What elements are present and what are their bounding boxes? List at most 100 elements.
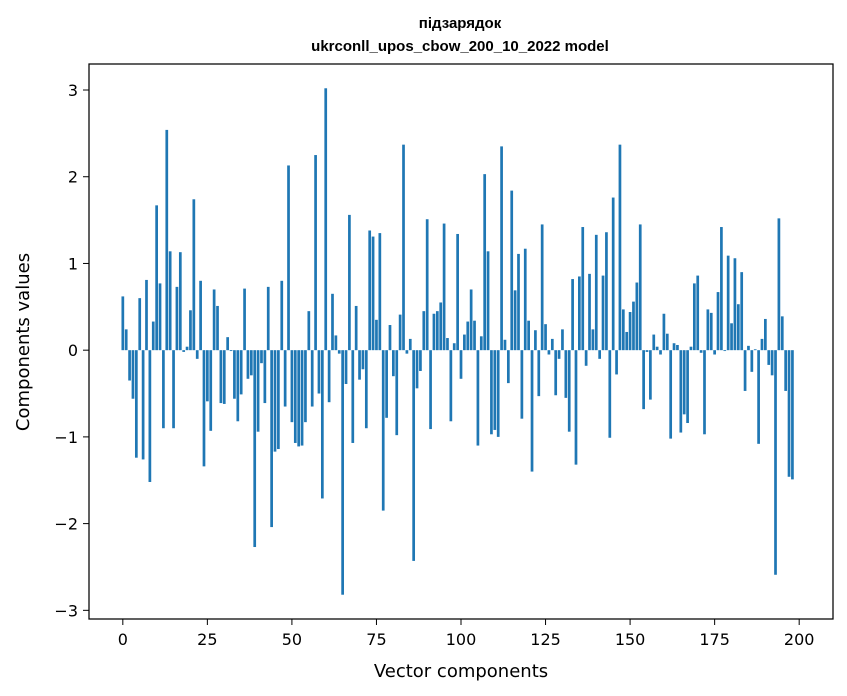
- bar: [655, 346, 659, 351]
- bar: [638, 224, 642, 351]
- bar: [774, 350, 777, 575]
- bar: [280, 280, 284, 351]
- x-tick-label: 200: [784, 630, 815, 649]
- bar: [392, 350, 395, 377]
- bar: [432, 313, 436, 351]
- bar: [273, 350, 277, 452]
- bar: [581, 227, 585, 351]
- bar: [189, 310, 192, 351]
- bar: [547, 350, 551, 355]
- bar: [726, 255, 730, 351]
- bar: [425, 219, 429, 351]
- bar: [578, 276, 581, 351]
- bar: [277, 350, 280, 450]
- bar: [283, 350, 287, 407]
- bar: [300, 350, 304, 446]
- x-tick-label: 50: [282, 630, 302, 649]
- bar: [764, 318, 767, 351]
- bar: [743, 350, 747, 391]
- x-axis-ticks: 0 25 50 75 100 125 150 175 200: [118, 619, 815, 649]
- bar: [297, 350, 301, 447]
- bar: [151, 321, 155, 351]
- bar: [662, 313, 666, 351]
- bar: [385, 350, 388, 418]
- bar: [371, 236, 375, 351]
- bar: [733, 258, 737, 351]
- bar: [449, 350, 453, 422]
- y-tick-label: −3: [54, 601, 78, 620]
- bar: [216, 305, 219, 351]
- bar: [266, 286, 270, 351]
- bar: [121, 296, 125, 351]
- bar: [364, 350, 368, 429]
- bar: [148, 350, 152, 482]
- bar: [571, 279, 574, 351]
- bar: [290, 350, 294, 423]
- bar: [304, 350, 307, 423]
- bar: [287, 165, 290, 351]
- bar: [452, 343, 456, 351]
- bar: [520, 350, 524, 419]
- bar: [523, 248, 527, 351]
- bar: [202, 350, 206, 467]
- bar: [195, 350, 199, 359]
- bar: [709, 312, 713, 351]
- bar: [459, 350, 463, 379]
- bar: [628, 312, 632, 351]
- bar: [131, 350, 135, 399]
- bar: [351, 350, 355, 443]
- bar: [723, 350, 727, 352]
- bar: [314, 155, 317, 351]
- x-tick-label: 25: [197, 630, 217, 649]
- bar: [564, 350, 568, 398]
- bar: [402, 144, 405, 351]
- y-tick-label: −1: [54, 428, 78, 447]
- bar: [320, 350, 324, 499]
- bar: [317, 350, 321, 394]
- bar: [591, 329, 595, 351]
- bar: [138, 298, 142, 351]
- bar: [141, 350, 145, 460]
- bar: [446, 338, 449, 351]
- bar: [635, 282, 639, 351]
- bar: [692, 283, 696, 351]
- bar: [375, 319, 378, 351]
- bar: [253, 350, 257, 548]
- bar: [439, 302, 443, 351]
- bar: [696, 275, 700, 351]
- bar: [686, 350, 689, 424]
- bar: [199, 280, 202, 351]
- bar: [682, 350, 686, 415]
- plot-frame: [88, 63, 834, 620]
- bar: [206, 350, 209, 402]
- bar: [730, 323, 733, 351]
- bar: [348, 214, 351, 351]
- bar: [395, 350, 399, 436]
- bar: [354, 305, 358, 351]
- bar: [500, 146, 503, 351]
- x-axis-label: Vector components: [374, 661, 548, 682]
- bar: [310, 350, 314, 407]
- bar: [368, 230, 372, 351]
- bar: [158, 283, 162, 351]
- bar: [510, 190, 514, 351]
- bar: [584, 350, 588, 366]
- bar: [229, 350, 233, 352]
- bar: [608, 350, 612, 438]
- bar: [770, 350, 774, 376]
- bar: [405, 350, 409, 354]
- bar: [212, 289, 216, 351]
- x-tick-label: 125: [530, 630, 561, 649]
- y-tick-label: 3: [68, 81, 78, 100]
- bar: [574, 350, 578, 465]
- bar: [324, 88, 328, 351]
- bar: [649, 350, 652, 400]
- bar: [632, 301, 635, 351]
- bar: [463, 334, 466, 351]
- bar: [527, 320, 530, 351]
- bar: [155, 205, 158, 351]
- bar: [209, 350, 213, 431]
- bar: [713, 350, 716, 355]
- bar: [784, 350, 788, 391]
- chart-title-line-1: підзарядок: [419, 15, 502, 32]
